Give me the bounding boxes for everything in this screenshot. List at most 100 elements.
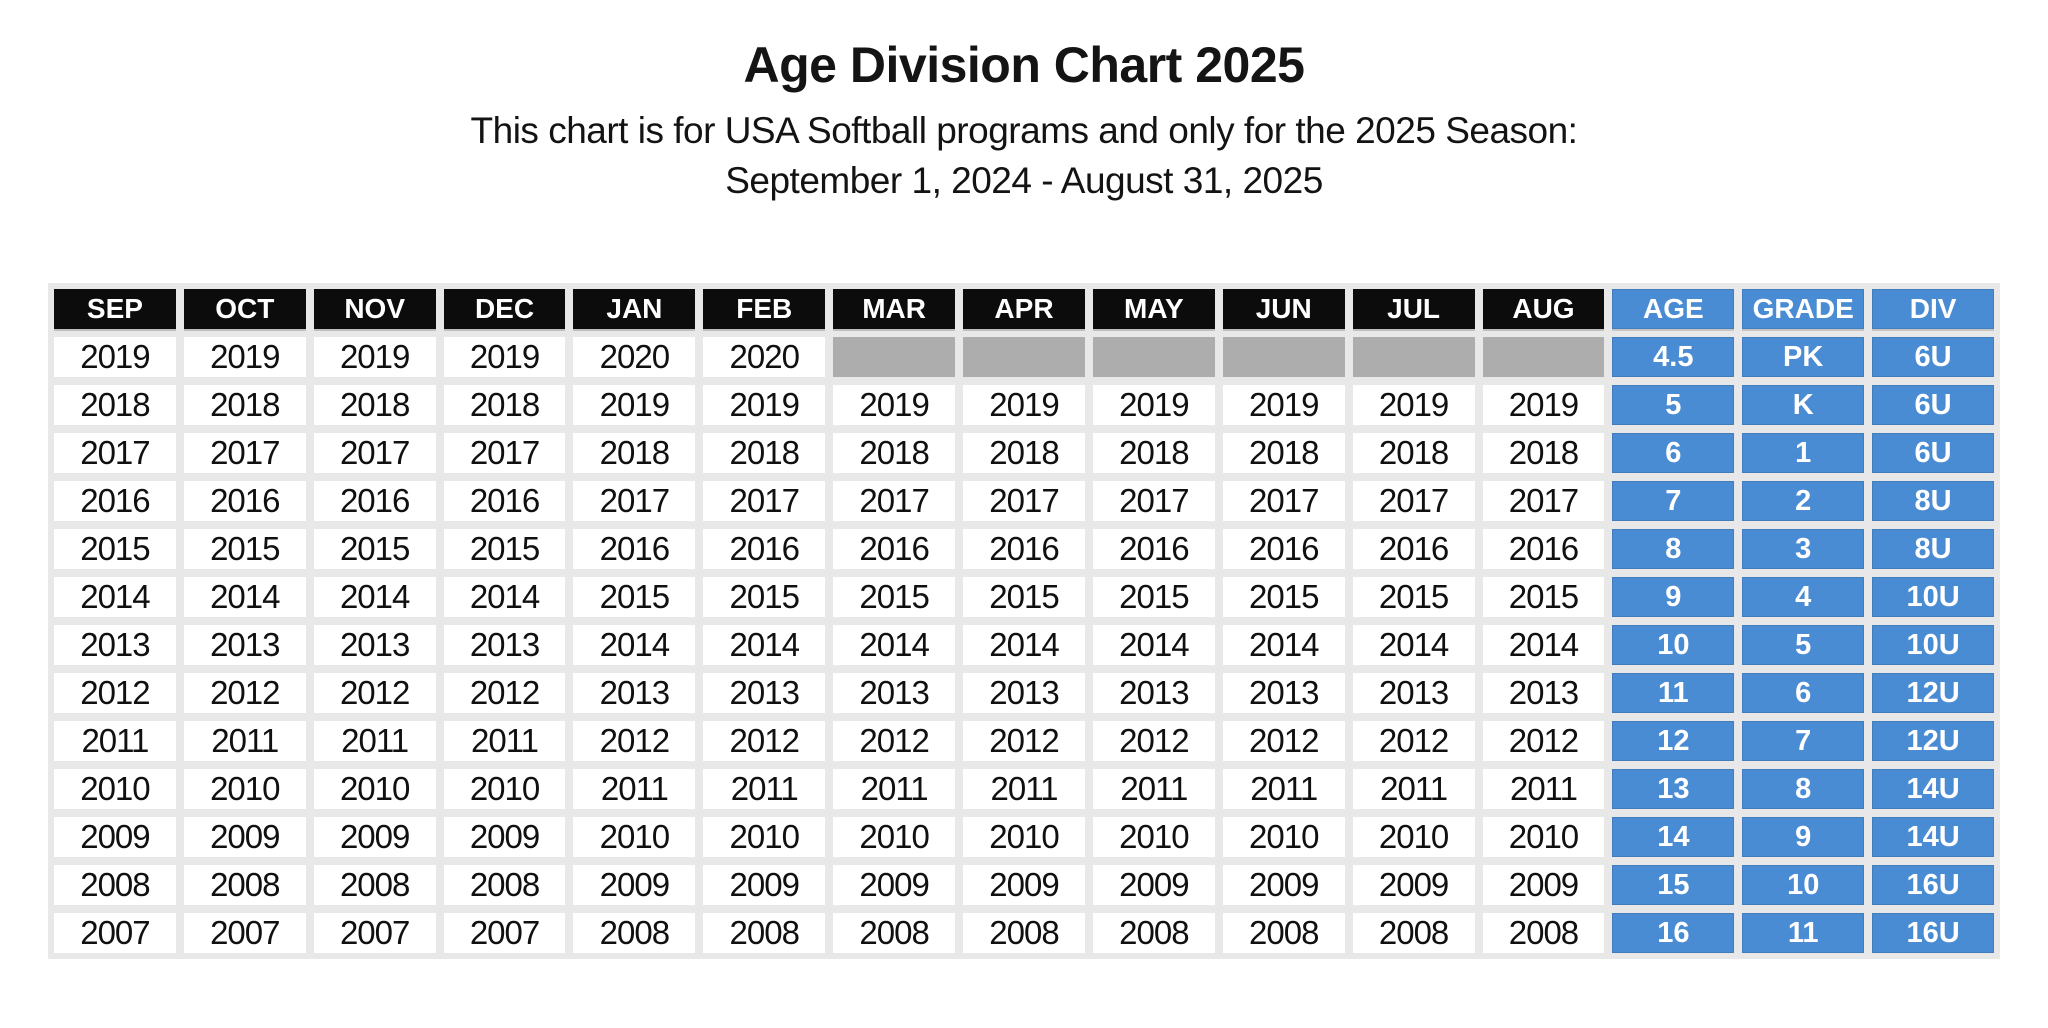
year-cell: 2009 (833, 865, 956, 905)
year-cell: 2019 (313, 337, 436, 377)
div-cell: 10U (1872, 625, 1994, 665)
year-cell: 2016 (1222, 529, 1345, 569)
month-header-cell: OCT (183, 289, 306, 329)
year-cell: 2013 (183, 625, 306, 665)
div-cell: 6U (1872, 385, 1994, 425)
month-header-cell: JUN (1222, 289, 1345, 329)
age-cell: 5 (1612, 385, 1735, 425)
div-cell: 6U (1872, 337, 1994, 377)
year-cell: 2012 (1092, 721, 1215, 761)
year-cell: 2008 (573, 913, 696, 953)
year-cell: 2008 (443, 865, 566, 905)
year-cell: 2016 (183, 481, 306, 521)
year-cell: 2017 (703, 481, 826, 521)
year-cell: 2017 (443, 433, 566, 473)
age-cell: 14 (1612, 817, 1735, 857)
age-cell: 6 (1612, 433, 1735, 473)
year-cell: 2017 (54, 433, 176, 473)
grade-cell: PK (1742, 337, 1865, 377)
age-header-cell: AGE (1612, 289, 1735, 329)
year-cell: 2012 (963, 721, 1085, 761)
year-cell: 2014 (313, 577, 436, 617)
year-cell: 2019 (1352, 385, 1475, 425)
year-cell: 2009 (703, 865, 826, 905)
year-cell: 2013 (1092, 673, 1215, 713)
year-cell: 2013 (1352, 673, 1475, 713)
grade-header-cell: GRADE (1742, 289, 1865, 329)
year-cell: 2015 (1222, 577, 1345, 617)
year-cell: 2013 (443, 625, 566, 665)
year-cell: 2018 (443, 385, 566, 425)
year-cell: 2009 (54, 817, 176, 857)
year-cell: 2008 (183, 865, 306, 905)
year-cell: 2007 (54, 913, 176, 953)
month-header-cell: JAN (573, 289, 696, 329)
year-cell: 2011 (1222, 769, 1345, 809)
grade-cell: 1 (1742, 433, 1865, 473)
grade-cell: 10 (1742, 865, 1865, 905)
year-cell: 2008 (1222, 913, 1345, 953)
age-cell: 11 (1612, 673, 1735, 713)
grade-cell: 7 (1742, 721, 1865, 761)
year-cell: 2014 (183, 577, 306, 617)
year-cell: 2009 (1222, 865, 1345, 905)
year-cell: 2011 (1352, 769, 1475, 809)
year-cell: 2010 (963, 817, 1085, 857)
year-cell: 2012 (313, 673, 436, 713)
year-cell: 2015 (833, 577, 956, 617)
grade-cell: 11 (1742, 913, 1865, 953)
month-header-cell: MAY (1092, 289, 1215, 329)
year-cell: 2017 (1092, 481, 1215, 521)
year-cell: 2014 (963, 625, 1085, 665)
year-cell: 2014 (1482, 625, 1605, 665)
year-cell: 2015 (443, 529, 566, 569)
grade-cell: 2 (1742, 481, 1865, 521)
div-cell: 12U (1872, 673, 1994, 713)
year-cell: 2011 (703, 769, 826, 809)
age-cell: 12 (1612, 721, 1735, 761)
div-cell: 10U (1872, 577, 1994, 617)
year-cell: 2014 (1092, 625, 1215, 665)
grade-cell: 6 (1742, 673, 1865, 713)
age-cell: 8 (1612, 529, 1735, 569)
year-cell: 2019 (1092, 385, 1215, 425)
year-cell: 2018 (1222, 433, 1345, 473)
year-cell: 2013 (703, 673, 826, 713)
year-cell: 2018 (1092, 433, 1215, 473)
grade-cell: 4 (1742, 577, 1865, 617)
div-cell: 8U (1872, 481, 1994, 521)
year-cell: 2015 (1482, 577, 1605, 617)
year-cell: 2009 (183, 817, 306, 857)
empty-cell (1352, 337, 1475, 377)
year-cell: 2012 (1352, 721, 1475, 761)
year-cell: 2011 (963, 769, 1085, 809)
year-cell: 2018 (1352, 433, 1475, 473)
year-cell: 2012 (443, 673, 566, 713)
year-cell: 2009 (313, 817, 436, 857)
year-cell: 2017 (313, 433, 436, 473)
year-cell: 2007 (313, 913, 436, 953)
year-cell: 2013 (833, 673, 956, 713)
year-cell: 2016 (833, 529, 956, 569)
div-header-cell: DIV (1872, 289, 1994, 329)
empty-cell (833, 337, 956, 377)
age-cell: 16 (1612, 913, 1735, 953)
div-cell: 6U (1872, 433, 1994, 473)
year-cell: 2009 (573, 865, 696, 905)
year-cell: 2015 (703, 577, 826, 617)
year-cell: 2011 (183, 721, 306, 761)
year-cell: 2010 (703, 817, 826, 857)
empty-cell (963, 337, 1085, 377)
year-cell: 2019 (963, 385, 1085, 425)
month-header-cell: AUG (1482, 289, 1605, 329)
year-cell: 2014 (1222, 625, 1345, 665)
year-cell: 2018 (313, 385, 436, 425)
year-cell: 2015 (54, 529, 176, 569)
month-header-cell: NOV (313, 289, 436, 329)
year-cell: 2008 (313, 865, 436, 905)
year-cell: 2014 (443, 577, 566, 617)
year-cell: 2016 (1092, 529, 1215, 569)
year-cell: 2014 (833, 625, 956, 665)
age-cell: 7 (1612, 481, 1735, 521)
year-cell: 2014 (703, 625, 826, 665)
